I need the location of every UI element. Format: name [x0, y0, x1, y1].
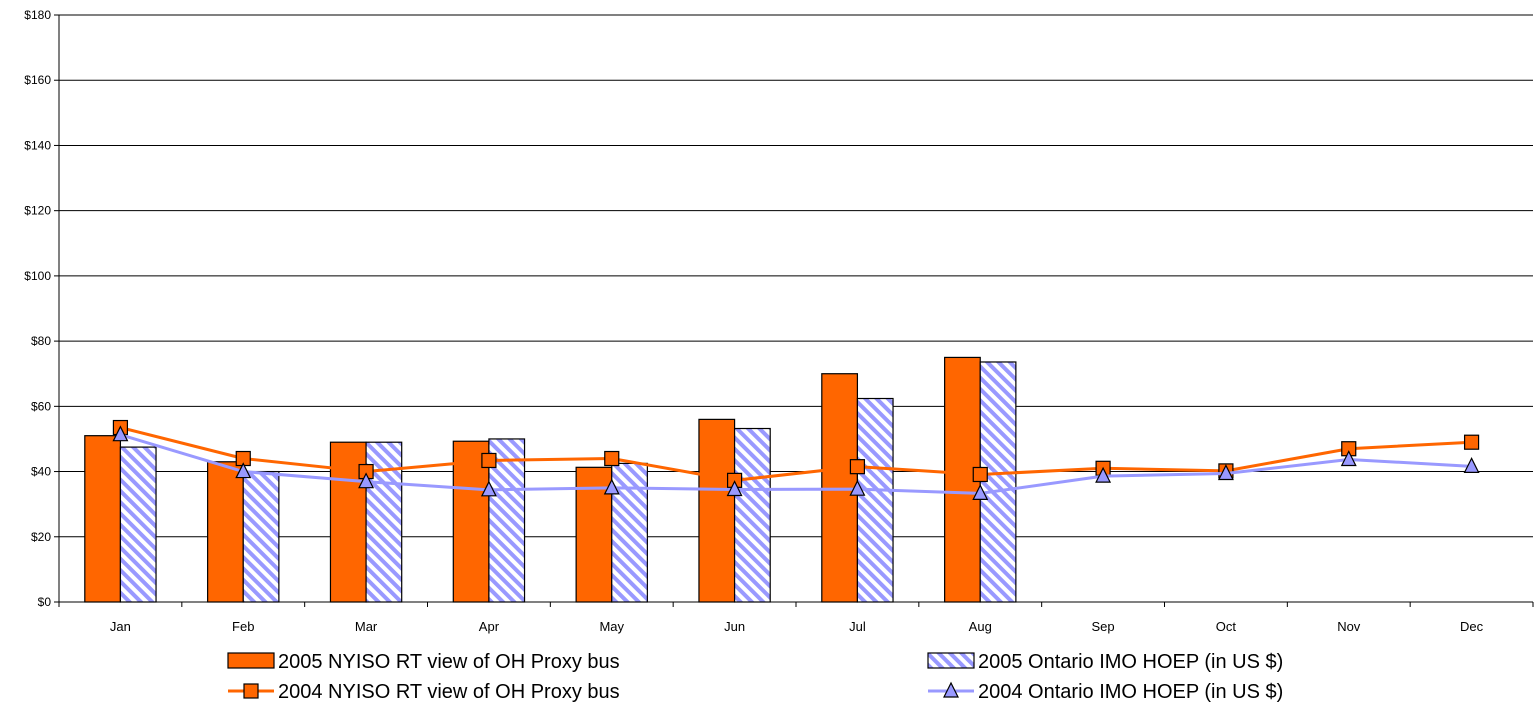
y-tick-label: $20 [31, 530, 51, 544]
x-tick-label: Sep [1092, 619, 1115, 634]
x-tick-label: Apr [479, 619, 500, 634]
legend-item: 2004 NYISO RT view of OH Proxy bus [228, 681, 620, 703]
data-point-nyiso-2004 [1463, 434, 1480, 450]
bar-ontario-2005 [242, 470, 280, 603]
data-point-nyiso-2004 [849, 459, 866, 475]
y-tick-label: $160 [24, 73, 51, 87]
bar-nyiso-2005 [207, 461, 244, 603]
legend-swatch [927, 652, 975, 669]
bar-ontario-2005 [119, 446, 157, 603]
data-point-ontario-2004 [726, 480, 743, 497]
x-tick-label: Jan [110, 619, 131, 634]
grid-lines [59, 14, 1533, 538]
x-tick-label: Dec [1460, 619, 1484, 634]
y-tick-label: $120 [24, 204, 51, 218]
legend-swatch [227, 652, 275, 669]
series-line-nyiso-2004 [120, 426, 1472, 482]
x-axis-ticks: Jan Feb Mar Apr May Jun Jul Aug Sep Oct Nov Dec [110, 619, 1484, 634]
x-tick-label: Jun [724, 619, 745, 634]
data-point-ontario-2004 [235, 462, 252, 479]
legend-label: 2004 NYISO RT view of OH Proxy bus [278, 681, 620, 703]
x-tick-label: Oct [1216, 619, 1237, 634]
series-line-ontario-2004 [119, 433, 1472, 495]
bar-ontario-2005 [733, 427, 771, 603]
data-point-ontario-2004 [1463, 456, 1480, 473]
y-tick-label: $100 [24, 269, 51, 283]
data-point-ontario-2004 [603, 478, 620, 495]
bars [84, 356, 1017, 603]
y-tick-label: $140 [24, 138, 51, 152]
x-tick-label: Jul [849, 619, 866, 634]
axes [58, 15, 1534, 607]
y-tick-label: $60 [31, 399, 51, 413]
x-tick-label: Aug [969, 619, 992, 634]
x-tick-label: May [599, 619, 624, 634]
bar-nyiso-2005 [698, 418, 736, 603]
x-tick-label: Feb [232, 619, 254, 634]
legend-marker [943, 681, 959, 698]
data-point-ontario-2004 [358, 472, 375, 489]
data-point-nyiso-2004 [604, 450, 620, 467]
y-tick-label: $180 [24, 8, 51, 22]
data-point-ontario-2004 [1095, 466, 1112, 483]
data-point-ontario-2004 [972, 484, 989, 501]
bar-ontario-2005 [611, 462, 648, 603]
legend-item: 2004 Ontario IMO HOEP (in US $) [928, 681, 1283, 703]
legend-label: 2005 Ontario IMO HOEP (in US $) [978, 651, 1283, 673]
legend-marker [243, 683, 259, 699]
bar-nyiso-2005 [84, 435, 122, 603]
y-tick-label: $40 [31, 465, 51, 479]
y-axis-ticks: $0 $20 $40 $60 $80 $100 $120 $140 $160 $180 [24, 8, 59, 609]
y-tick-label: $0 [38, 595, 52, 609]
legend-label: 2005 NYISO RT view of OH Proxy bus [278, 651, 620, 673]
data-point-ontario-2004 [480, 480, 497, 497]
legend-item: 2005 NYISO RT view of OH Proxy bus [227, 651, 620, 673]
data-point-ontario-2004 [1340, 450, 1357, 467]
y-tick-label: $80 [31, 334, 51, 348]
data-point-nyiso-2004 [481, 452, 497, 469]
legend: 2005 NYISO RT view of OH Proxy bus 2005 O… [227, 651, 1283, 703]
lines [112, 419, 1480, 501]
x-tick-label: Nov [1337, 619, 1361, 634]
legend-label: 2004 Ontario IMO HOEP (in US $) [978, 681, 1283, 703]
x-tick-label: Mar [355, 619, 378, 634]
data-point-ontario-2004 [849, 479, 866, 496]
bar-ontario-2005 [856, 397, 894, 603]
data-point-ontario-2004 [112, 425, 129, 442]
legend-item: 2005 Ontario IMO HOEP (in US $) [927, 651, 1283, 673]
data-point-nyiso-2004 [972, 466, 988, 483]
data-point-ontario-2004 [1217, 464, 1234, 481]
